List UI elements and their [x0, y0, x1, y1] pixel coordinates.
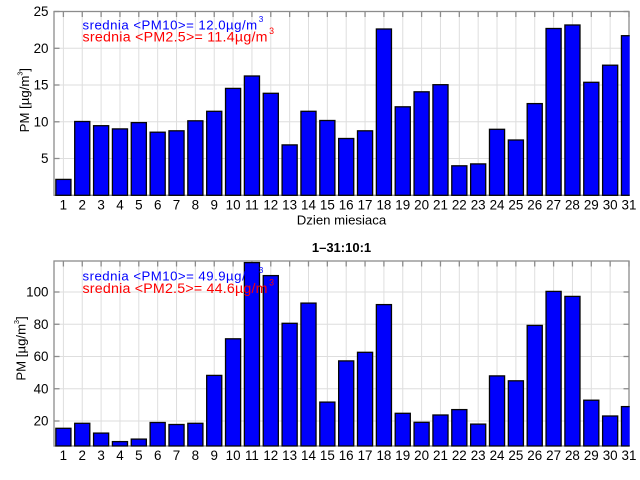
svg-text:20: 20: [414, 448, 429, 463]
svg-text:15: 15: [320, 198, 335, 213]
svg-text:20: 20: [414, 198, 429, 213]
svg-text:26: 26: [527, 448, 542, 463]
svg-text:21: 21: [433, 448, 448, 463]
svg-text:10: 10: [226, 198, 241, 213]
svg-text:PM [µg/m3]: PM [µg/m3]: [17, 68, 32, 132]
svg-text:26: 26: [527, 198, 542, 213]
svg-text:3: 3: [97, 198, 104, 213]
svg-text:6: 6: [154, 198, 161, 213]
svg-text:PM [µg/m3]: PM [µg/m3]: [14, 316, 29, 380]
svg-text:6: 6: [154, 448, 161, 463]
svg-text:60: 60: [34, 349, 49, 364]
svg-text:12: 12: [263, 448, 278, 463]
svg-text:80: 80: [34, 317, 49, 332]
svg-text:srednia <PM2.5>= 44.6µg/m: srednia <PM2.5>= 44.6µg/m: [83, 281, 268, 297]
svg-text:30: 30: [603, 448, 618, 463]
svg-text:31: 31: [622, 448, 637, 463]
svg-text:25: 25: [508, 448, 523, 463]
svg-text:24: 24: [490, 198, 505, 213]
svg-text:11: 11: [245, 448, 259, 463]
svg-text:13: 13: [282, 198, 297, 213]
svg-text:22: 22: [452, 448, 467, 463]
svg-text:21: 21: [433, 198, 448, 213]
svg-text:10: 10: [226, 448, 241, 463]
svg-text:9: 9: [211, 448, 218, 463]
svg-text:27: 27: [546, 198, 561, 213]
svg-text:17: 17: [358, 448, 373, 463]
svg-text:100: 100: [26, 285, 48, 300]
svg-text:srednia <PM10>= 49.9µg/m: srednia <PM10>= 49.9µg/m: [83, 269, 258, 284]
svg-text:7: 7: [173, 448, 180, 463]
svg-text:23: 23: [471, 448, 486, 463]
svg-text:30: 30: [603, 198, 618, 213]
svg-text:3: 3: [97, 448, 104, 463]
svg-text:14: 14: [301, 198, 316, 213]
svg-text:srednia <PM2.5>= 11.4µg/m: srednia <PM2.5>= 11.4µg/m: [83, 30, 268, 46]
svg-text:3: 3: [259, 266, 264, 275]
svg-text:13: 13: [282, 448, 297, 463]
svg-text:25: 25: [508, 198, 523, 213]
svg-text:5: 5: [135, 448, 142, 463]
svg-text:srednia <PM10>= 12.0µg/m: srednia <PM10>= 12.0µg/m: [83, 18, 258, 33]
svg-text:4: 4: [116, 448, 124, 463]
svg-text:28: 28: [565, 448, 580, 463]
svg-text:15: 15: [320, 448, 335, 463]
svg-text:18: 18: [376, 448, 391, 463]
svg-text:20: 20: [34, 41, 49, 56]
svg-text:11: 11: [245, 198, 259, 213]
svg-text:23: 23: [471, 198, 486, 213]
svg-text:9: 9: [211, 198, 218, 213]
svg-text:3: 3: [259, 15, 264, 24]
svg-text:1–31:10:1: 1–31:10:1: [312, 240, 371, 255]
svg-text:1: 1: [60, 448, 67, 463]
svg-text:29: 29: [584, 198, 599, 213]
svg-text:7: 7: [173, 198, 180, 213]
svg-text:31: 31: [622, 198, 637, 213]
svg-text:12: 12: [263, 198, 278, 213]
svg-text:19: 19: [395, 448, 410, 463]
svg-text:29: 29: [584, 448, 599, 463]
svg-text:10: 10: [34, 115, 49, 130]
svg-text:8: 8: [192, 448, 199, 463]
svg-text:40: 40: [34, 381, 49, 396]
svg-text:5: 5: [41, 151, 48, 166]
svg-text:24: 24: [490, 448, 505, 463]
svg-text:18: 18: [376, 198, 391, 213]
svg-text:17: 17: [358, 198, 373, 213]
svg-text:22: 22: [452, 198, 467, 213]
svg-text:3: 3: [269, 278, 274, 288]
svg-text:4: 4: [116, 198, 124, 213]
svg-text:28: 28: [565, 198, 580, 213]
svg-text:15: 15: [34, 78, 49, 93]
svg-text:27: 27: [546, 448, 561, 463]
svg-text:1: 1: [60, 198, 67, 213]
svg-text:20: 20: [34, 414, 49, 429]
svg-text:3: 3: [269, 26, 274, 36]
svg-text:16: 16: [339, 448, 354, 463]
svg-text:2: 2: [79, 448, 86, 463]
svg-text:16: 16: [339, 198, 354, 213]
svg-text:2: 2: [79, 198, 86, 213]
svg-text:Dzien miesiaca: Dzien miesiaca: [297, 213, 387, 228]
svg-text:19: 19: [395, 198, 410, 213]
svg-text:8: 8: [192, 198, 199, 213]
svg-text:5: 5: [135, 198, 142, 213]
svg-text:25: 25: [34, 4, 49, 19]
svg-text:14: 14: [301, 448, 316, 463]
